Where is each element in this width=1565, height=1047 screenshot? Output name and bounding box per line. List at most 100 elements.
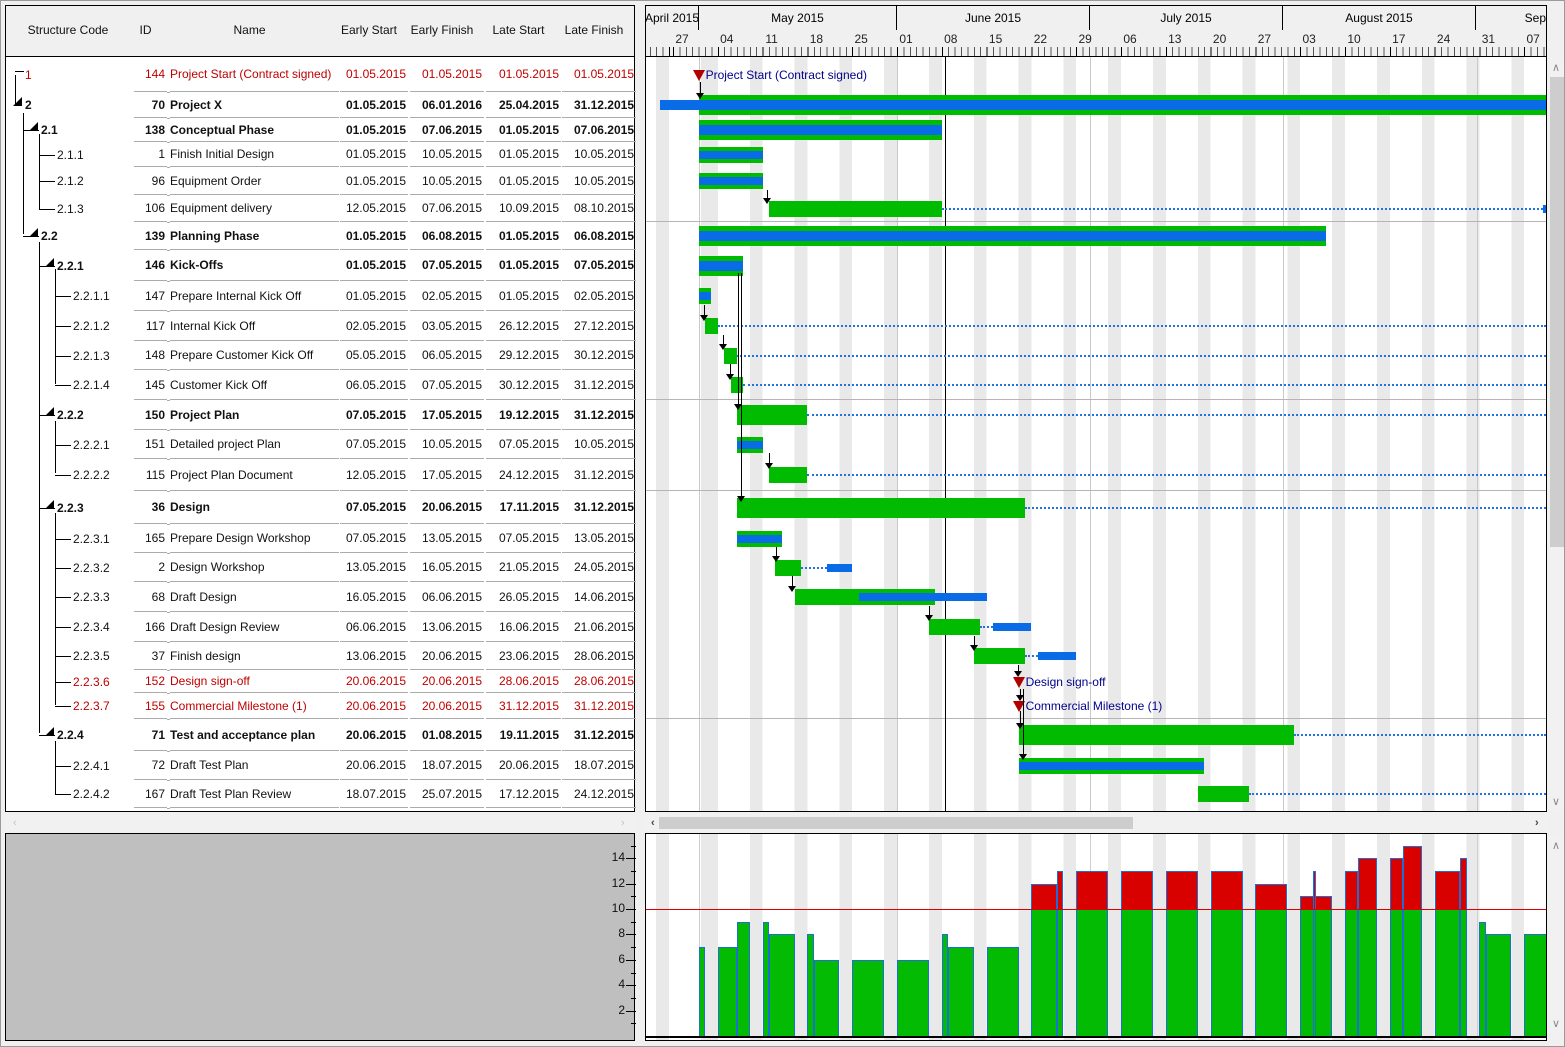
row-separator[interactable] bbox=[167, 341, 170, 371]
dependency-link[interactable] bbox=[1018, 665, 1019, 671]
row-separator[interactable] bbox=[167, 222, 170, 251]
row-separator[interactable] bbox=[167, 400, 170, 431]
histogram-overload-bar[interactable] bbox=[1210, 870, 1243, 909]
gantt-bar-late[interactable] bbox=[698, 125, 942, 135]
task-id-cell[interactable]: 155 bbox=[134, 693, 167, 719]
task-id-cell[interactable]: 150 bbox=[134, 400, 167, 430]
row-separator[interactable] bbox=[167, 118, 170, 143]
y-axis-tick-label[interactable]: 8 bbox=[618, 926, 625, 941]
early-start-cell[interactable]: 12.05.2015 bbox=[340, 195, 408, 222]
task-id-cell[interactable]: 167 bbox=[134, 780, 167, 808]
structure-code[interactable]: 2.1.2 bbox=[57, 174, 84, 188]
table-row[interactable]: 2.2.4.2 167 Draft Test Plan Review 18.07.20… bbox=[6, 780, 636, 809]
group-separator-line[interactable] bbox=[646, 718, 1546, 719]
histogram-overload-bar[interactable] bbox=[1121, 870, 1153, 909]
table-hscrollbar[interactable] bbox=[5, 815, 635, 831]
col-header-name[interactable]: Name bbox=[233, 23, 266, 37]
dependency-arrowhead[interactable] bbox=[970, 645, 978, 651]
histogram-bar[interactable] bbox=[1031, 909, 1057, 1036]
early-start-cell[interactable]: 01.05.2015 bbox=[340, 92, 408, 118]
late-start-cell[interactable]: 17.12.2015 bbox=[486, 780, 561, 808]
gantt-bar-early[interactable] bbox=[769, 467, 808, 483]
dependency-link[interactable] bbox=[767, 190, 768, 198]
structure-code[interactable]: 2.2.3.7 bbox=[73, 699, 110, 713]
timeline-week-label[interactable]: 06 bbox=[1123, 32, 1137, 46]
gantt-bar-late[interactable] bbox=[1018, 761, 1205, 770]
tree-connector-line[interactable] bbox=[15, 75, 16, 105]
early-start-cell[interactable]: 13.05.2015 bbox=[340, 553, 408, 582]
gantt-bar-late[interactable] bbox=[858, 593, 987, 601]
month-gridline[interactable] bbox=[1476, 834, 1478, 1036]
row-separator[interactable] bbox=[167, 780, 170, 809]
gantt-vscroll-thumb[interactable] bbox=[1550, 77, 1564, 547]
structure-code[interactable]: 2.2.1.1 bbox=[73, 289, 110, 303]
early-finish-cell[interactable]: 20.06.2015 bbox=[410, 693, 484, 719]
table-row[interactable]: 2.2.2.1 151 Detailed project Plan 07.05.201… bbox=[6, 430, 636, 460]
row-separator[interactable] bbox=[167, 142, 170, 168]
task-id-cell[interactable]: 72 bbox=[134, 751, 167, 780]
late-start-cell[interactable]: 31.12.2015 bbox=[486, 693, 561, 719]
dependency-arrowhead[interactable] bbox=[696, 93, 704, 99]
early-finish-cell[interactable]: 06.08.2015 bbox=[410, 222, 484, 250]
task-id-cell[interactable]: 115 bbox=[134, 459, 167, 491]
task-id-cell[interactable]: 117 bbox=[134, 311, 167, 341]
late-finish-cell[interactable]: 10.05.2015 bbox=[562, 142, 636, 167]
late-finish-cell[interactable]: 31.12.2015 bbox=[562, 491, 636, 524]
structure-code-cell[interactable]: 2.2.2 bbox=[7, 400, 129, 430]
structure-code-cell[interactable]: 2.2.2.1 bbox=[7, 430, 129, 459]
y-axis-tick[interactable] bbox=[626, 858, 636, 860]
col-header-late-start[interactable]: Late Start bbox=[492, 23, 545, 37]
structure-code-cell[interactable]: 2.2.4.2 bbox=[7, 780, 129, 808]
row-separator[interactable] bbox=[167, 612, 170, 643]
histogram-bar[interactable] bbox=[1479, 921, 1486, 1036]
task-name-cell[interactable]: Draft Design bbox=[170, 582, 339, 612]
early-start-cell[interactable]: 12.05.2015 bbox=[340, 459, 408, 491]
early-finish-cell[interactable]: 17.05.2015 bbox=[410, 459, 484, 491]
dependency-arrowhead[interactable] bbox=[763, 198, 771, 204]
dependency-link[interactable] bbox=[792, 576, 793, 586]
gantt-bar-late[interactable] bbox=[993, 623, 1032, 631]
late-start-cell[interactable]: 19.11.2015 bbox=[486, 719, 561, 751]
late-finish-cell[interactable]: 08.10.2015 bbox=[562, 195, 636, 222]
early-start-cell[interactable]: 18.07.2015 bbox=[340, 780, 408, 808]
early-start-cell[interactable]: 20.06.2015 bbox=[340, 719, 408, 751]
early-start-cell[interactable]: 01.05.2015 bbox=[340, 250, 408, 281]
early-start-cell[interactable]: 07.05.2015 bbox=[340, 430, 408, 459]
early-start-cell[interactable]: 16.05.2015 bbox=[340, 582, 408, 612]
histogram-bar[interactable] bbox=[1524, 934, 1546, 1036]
dependency-link[interactable] bbox=[700, 82, 701, 93]
structure-code-cell[interactable]: 2.2.3.1 bbox=[7, 524, 129, 553]
table-row[interactable]: 2.2.3.3 68 Draft Design 16.05.2015 06.06.201… bbox=[6, 582, 636, 613]
structure-code[interactable]: 2.2.2 bbox=[57, 408, 84, 422]
table-row[interactable]: 2.2.3.6 152 Design sign-off 20.06.2015 20.06… bbox=[6, 670, 636, 694]
late-date-connector[interactable] bbox=[807, 414, 1546, 416]
tree-connector-line[interactable] bbox=[55, 421, 56, 473]
histogram-bar[interactable] bbox=[1357, 909, 1377, 1036]
late-finish-cell[interactable]: 27.12.2015 bbox=[562, 311, 636, 341]
table-row[interactable]: 2.2.2.2 115 Project Plan Document 12.05.201… bbox=[6, 459, 636, 492]
tree-connector-line[interactable] bbox=[55, 444, 71, 446]
gantt-bar-late[interactable] bbox=[698, 150, 763, 159]
early-finish-cell[interactable]: 02.05.2015 bbox=[410, 281, 484, 311]
histogram-bar[interactable] bbox=[737, 921, 750, 1036]
tree-expand-icon[interactable] bbox=[45, 727, 54, 736]
structure-code-cell[interactable]: 2.2.3.2 bbox=[7, 553, 129, 582]
y-axis-tick[interactable] bbox=[631, 1023, 636, 1025]
late-start-cell[interactable]: 30.12.2015 bbox=[486, 370, 561, 400]
late-finish-cell[interactable]: 24.05.2015 bbox=[562, 553, 636, 582]
late-finish-cell[interactable]: 31.12.2015 bbox=[562, 719, 636, 751]
late-finish-cell[interactable]: 28.06.2015 bbox=[562, 670, 636, 693]
task-id-cell[interactable]: 1 bbox=[134, 142, 167, 167]
table-row[interactable]: 2.2.3.4 166 Draft Design Review 06.06.2015 1… bbox=[6, 612, 636, 643]
late-finish-cell[interactable]: 02.05.2015 bbox=[562, 281, 636, 311]
row-separator[interactable] bbox=[167, 524, 170, 554]
row-separator[interactable] bbox=[167, 670, 170, 694]
dependency-arrowhead[interactable] bbox=[737, 496, 745, 502]
task-name-cell[interactable]: Draft Test Plan Review bbox=[170, 780, 339, 808]
tree-connector-line[interactable] bbox=[39, 181, 55, 182]
early-finish-cell[interactable]: 13.05.2015 bbox=[410, 524, 484, 553]
timeline-month[interactable]: April 2015 bbox=[646, 6, 699, 30]
structure-code-cell[interactable]: 2.2.3.5 bbox=[7, 642, 129, 670]
task-id-cell[interactable]: 138 bbox=[134, 118, 167, 142]
early-start-cell[interactable]: 20.06.2015 bbox=[340, 751, 408, 780]
